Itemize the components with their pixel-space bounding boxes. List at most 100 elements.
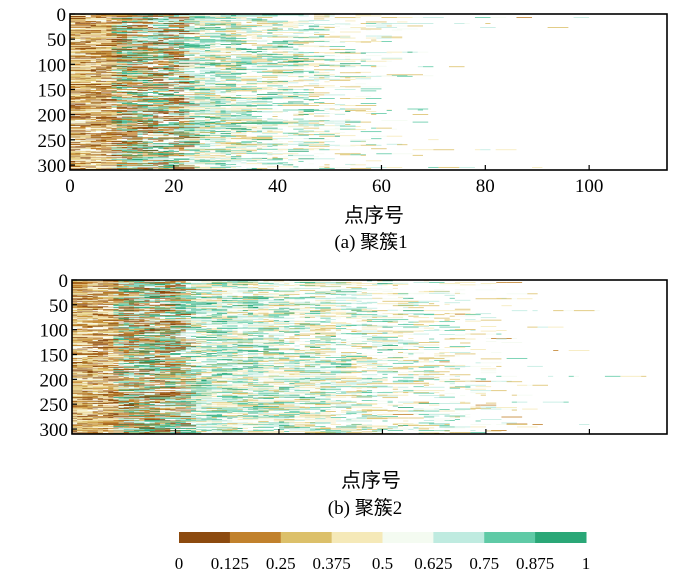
heatmap-cell bbox=[356, 300, 362, 302]
heatmap-cell bbox=[225, 32, 237, 34]
heatmap-cell bbox=[95, 102, 107, 103]
heatmap-cell bbox=[75, 161, 86, 163]
heatmap-cell bbox=[72, 290, 78, 292]
heatmap-cell bbox=[220, 28, 242, 30]
heatmap-cell bbox=[121, 113, 138, 115]
heatmap-cell bbox=[158, 44, 180, 46]
heatmap-cell bbox=[313, 65, 320, 67]
heatmap-cell bbox=[247, 318, 254, 320]
heatmap-cell bbox=[377, 284, 383, 286]
heatmap-cell bbox=[153, 129, 159, 131]
heatmap-cell bbox=[175, 290, 181, 292]
heatmap-cell bbox=[382, 313, 404, 315]
heatmap-cell bbox=[423, 280, 429, 282]
heatmap-cell bbox=[116, 144, 138, 146]
heatmap-cell bbox=[137, 71, 159, 73]
heatmap-cell bbox=[75, 51, 96, 53]
heatmap-cell bbox=[70, 134, 86, 136]
heatmap-cell bbox=[92, 314, 109, 316]
heatmap-cell bbox=[147, 24, 169, 25]
heatmap-cell bbox=[95, 105, 112, 107]
heatmap-cell bbox=[251, 154, 268, 156]
heatmap-cell bbox=[137, 59, 154, 61]
heatmap-cell bbox=[267, 59, 278, 61]
heatmap-cell bbox=[158, 31, 174, 32]
heatmap-cell bbox=[225, 156, 231, 158]
heatmap-cell bbox=[237, 287, 248, 289]
heatmap-cell bbox=[106, 152, 122, 154]
heatmap-cell bbox=[371, 37, 377, 39]
heatmap-cell bbox=[220, 15, 231, 17]
heatmap-cell bbox=[103, 309, 114, 311]
heatmap-cell bbox=[147, 26, 169, 27]
heatmap-cell bbox=[123, 285, 129, 287]
heatmap-cell bbox=[158, 38, 180, 39]
heatmap-cell bbox=[132, 16, 143, 18]
heatmap-cell bbox=[75, 77, 91, 79]
heatmap-cell bbox=[277, 71, 294, 73]
heatmap-cell bbox=[70, 62, 81, 64]
heatmap-cell bbox=[70, 93, 91, 95]
heatmap-cell bbox=[241, 109, 252, 111]
heatmap-cell bbox=[253, 287, 269, 289]
heatmap-cell bbox=[320, 290, 342, 292]
heatmap-cell bbox=[158, 166, 180, 168]
heatmap-cell bbox=[153, 157, 174, 159]
heatmap-cell bbox=[95, 52, 112, 54]
heatmap-cell bbox=[70, 39, 91, 41]
heatmap-cell bbox=[216, 311, 228, 313]
heatmap-cell bbox=[153, 25, 169, 27]
heatmap-cell bbox=[230, 149, 242, 151]
heatmap-cell bbox=[87, 301, 93, 303]
heatmap-cell bbox=[85, 64, 102, 66]
heatmap-cell bbox=[246, 167, 252, 169]
heatmap-cell bbox=[184, 125, 200, 127]
heatmap-cell bbox=[87, 285, 109, 287]
heatmap-cell bbox=[137, 74, 154, 76]
heatmap-cell bbox=[184, 110, 195, 111]
heatmap-cell bbox=[168, 25, 190, 26]
heatmap-cell bbox=[82, 285, 88, 287]
heatmap-cell bbox=[267, 159, 283, 161]
heatmap-cell bbox=[194, 93, 200, 95]
heatmap-cell bbox=[225, 89, 247, 91]
heatmap-cell bbox=[163, 104, 169, 105]
heatmap-cell bbox=[189, 24, 195, 26]
heatmap-cell bbox=[439, 310, 450, 312]
heatmap-cell bbox=[220, 125, 242, 127]
heatmap-cell bbox=[210, 46, 221, 48]
heatmap-cell bbox=[189, 82, 200, 84]
heatmap-cell bbox=[77, 312, 83, 314]
heatmap-cell bbox=[263, 303, 279, 305]
heatmap-cell bbox=[153, 161, 174, 163]
heatmap-cell bbox=[288, 80, 299, 82]
heatmap-cell bbox=[293, 24, 309, 25]
heatmap-cell bbox=[206, 308, 217, 310]
heatmap-cell bbox=[106, 111, 128, 112]
heatmap-cell bbox=[158, 162, 169, 164]
heatmap-cell bbox=[142, 45, 148, 47]
heatmap-cell bbox=[144, 297, 160, 299]
heatmap-cell bbox=[132, 24, 148, 25]
heatmap-cell bbox=[324, 125, 335, 127]
heatmap-cell bbox=[101, 165, 117, 167]
heatmap-cell bbox=[142, 149, 159, 151]
heatmap-cell bbox=[90, 25, 96, 27]
heatmap-cell bbox=[147, 129, 154, 131]
heatmap-cell bbox=[80, 107, 102, 109]
heatmap-cell bbox=[85, 143, 102, 145]
heatmap-cell bbox=[118, 280, 135, 282]
heatmap-cell bbox=[95, 24, 117, 26]
heatmap-cell bbox=[116, 87, 122, 89]
heatmap-cell bbox=[324, 86, 346, 88]
heatmap-cell bbox=[80, 52, 102, 54]
heatmap-cell bbox=[204, 151, 221, 153]
heatmap-cell bbox=[262, 75, 278, 77]
heatmap-cell bbox=[168, 41, 185, 43]
heatmap-cell bbox=[204, 139, 211, 141]
heatmap-cell bbox=[268, 284, 290, 286]
heatmap-cell bbox=[179, 65, 195, 67]
heatmap-cell bbox=[319, 56, 325, 58]
heatmap-cell bbox=[85, 28, 102, 30]
heatmap-cell bbox=[196, 312, 217, 314]
